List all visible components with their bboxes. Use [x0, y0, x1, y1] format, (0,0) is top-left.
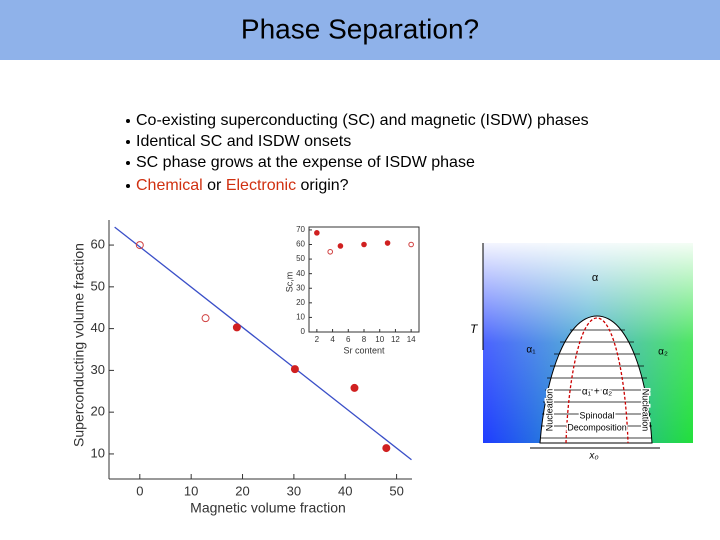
x-tick-label: 4	[330, 335, 335, 344]
data-point	[290, 365, 299, 374]
x-tick-label: 30	[287, 483, 301, 498]
bullet-dot	[126, 161, 130, 165]
bullet-dot	[126, 140, 130, 144]
data-point	[135, 241, 144, 250]
text: origin?	[301, 177, 349, 194]
bullet: Identical SC and ISDW onsets	[136, 133, 351, 150]
slide-title: Phase Separation?	[241, 13, 479, 44]
region-label: Spinodal	[579, 410, 614, 420]
spinodal-curve	[565, 317, 629, 444]
data-point	[337, 243, 344, 249]
x-tick-label: 0	[136, 483, 143, 498]
data-point	[314, 230, 320, 236]
fit-line	[114, 226, 412, 461]
x-tick-label: 40	[338, 483, 352, 498]
bullet-list: Co-existing superconducting (SC) and mag…	[126, 112, 589, 194]
bullet: SC phase grows at the expense of ISDW ph…	[136, 154, 475, 171]
phase-label: α	[592, 272, 599, 284]
highlight: Chemical	[136, 177, 203, 194]
bullet: Co-existing superconducting (SC) and mag…	[136, 112, 589, 129]
x-tick-label: 12	[391, 335, 400, 344]
y-tick-label: 60	[91, 237, 105, 252]
x-tick-label: 2	[315, 335, 320, 344]
y-tick-label: 30	[296, 283, 305, 292]
y-axis-label: Superconducting volume fraction	[71, 243, 87, 447]
title-bar	[0, 0, 720, 60]
phase-label: α₁	[526, 345, 536, 356]
data-point	[382, 444, 391, 453]
bullet-dot	[126, 184, 130, 188]
y-tick-label: 10	[91, 445, 105, 460]
phase-label: α₂	[658, 347, 668, 358]
y-tick-label: 0	[301, 327, 306, 336]
x-tick-label: 20	[235, 483, 249, 498]
y-tick-label: 60	[296, 240, 305, 249]
highlight: Electronic	[226, 177, 296, 194]
phase-label: α₁ + α₂	[582, 387, 612, 398]
y-tick-label: 70	[296, 225, 305, 234]
x-tick-label: 6	[346, 335, 351, 344]
x-tick-label: 14	[407, 335, 416, 344]
data-point	[201, 314, 210, 323]
bullet-dot	[126, 119, 130, 123]
x-tick-label: 10	[184, 483, 198, 498]
phase-diagram: α α₁ α₂ α₁ + α₂ T Nucleation Nucleation …	[470, 243, 693, 462]
region-label: Nucleation	[641, 389, 651, 432]
data-point	[384, 240, 391, 246]
data-point	[361, 241, 367, 248]
region-label: Nucleation	[544, 389, 554, 432]
x-tick-label: 10	[375, 335, 384, 344]
tie-lines	[541, 329, 652, 439]
data-point	[408, 241, 414, 248]
x-axis-label: Sr content	[343, 345, 385, 355]
data-point	[327, 248, 334, 255]
data-point	[350, 383, 359, 392]
region-label: Decomposition	[567, 422, 627, 432]
text: or	[207, 177, 222, 194]
y-tick-label: 50	[296, 254, 305, 263]
x-axis-label: Magnetic volume fraction	[190, 500, 346, 516]
x-tick-label: 50	[389, 483, 403, 498]
y-tick-label: 20	[296, 298, 305, 307]
data-point	[232, 323, 241, 332]
axis-label: T	[470, 322, 479, 336]
x-tick-label: 8	[362, 335, 367, 344]
y-tick-label: 10	[296, 313, 305, 322]
bullet: Chemical or Electronic origin?	[136, 177, 349, 194]
y-tick-label: 50	[91, 278, 105, 293]
y-tick-label: 40	[91, 320, 105, 335]
y-tick-label: 40	[296, 269, 305, 278]
y-axis-label: Sc,m	[284, 272, 294, 293]
y-tick-label: 30	[91, 362, 105, 377]
y-tick-label: 20	[91, 404, 105, 419]
axis-label: x₀	[588, 451, 598, 462]
